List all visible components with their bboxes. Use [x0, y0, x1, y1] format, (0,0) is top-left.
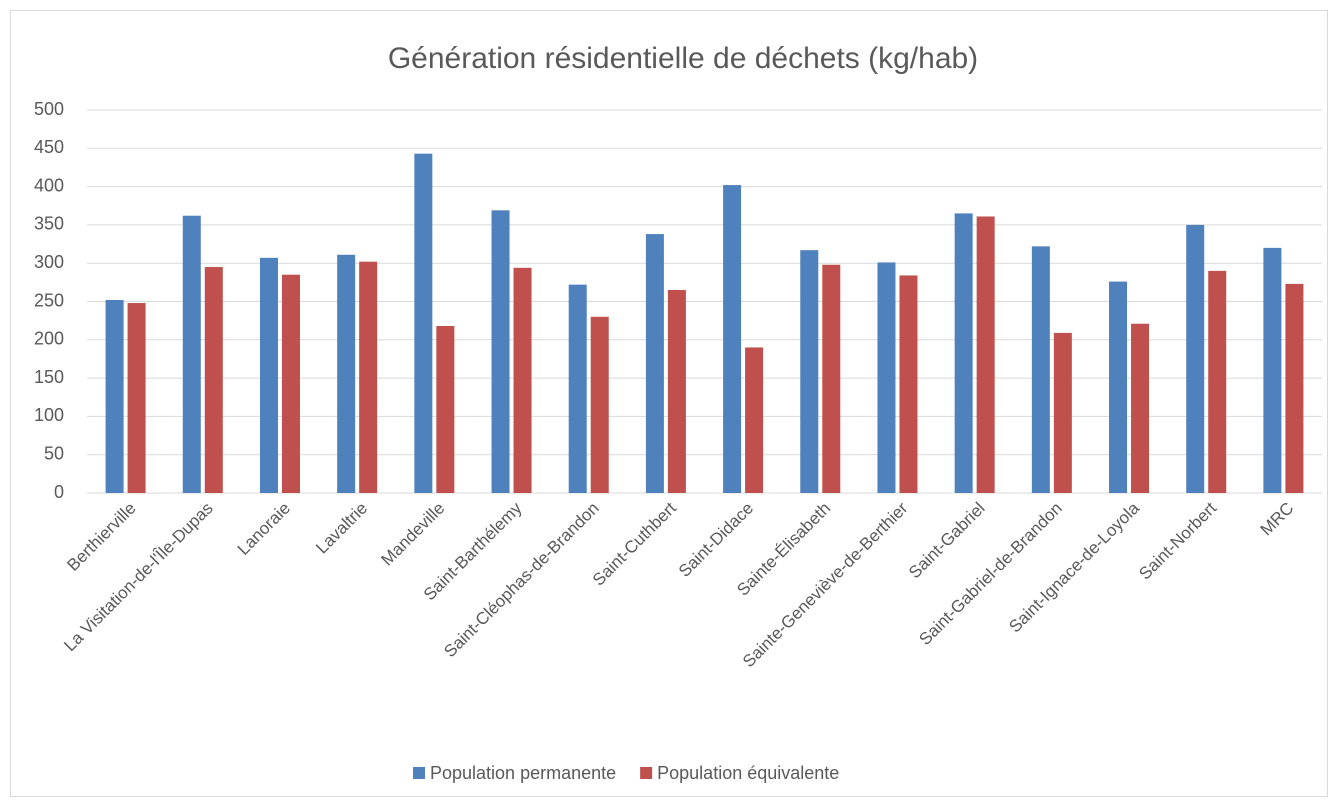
bar: [359, 261, 378, 493]
bar: [1131, 323, 1150, 493]
legend-swatch: [640, 767, 653, 779]
bar: [645, 234, 664, 494]
y-tick-label: 150: [34, 367, 64, 387]
y-tick-label: 250: [34, 290, 64, 310]
y-tick-label: 350: [34, 214, 64, 234]
bar: [800, 250, 819, 493]
bar: [1263, 247, 1282, 493]
bar: [590, 316, 609, 493]
y-tick-label: 0: [54, 482, 64, 502]
bar: [281, 274, 300, 493]
bar: [337, 254, 356, 493]
bar: [1053, 332, 1072, 493]
chart-title: Génération résidentielle de déchets (kg/…: [388, 42, 978, 75]
bar: [667, 290, 686, 493]
y-tick-label: 200: [34, 329, 64, 349]
bar: [414, 153, 433, 494]
bar: [723, 185, 742, 493]
bar: [436, 326, 455, 493]
legend-label: Population permanente: [430, 763, 616, 783]
bar: [259, 257, 278, 493]
bar: [1208, 270, 1227, 493]
bar: [182, 215, 201, 493]
bar: [1285, 283, 1304, 493]
bar: [568, 284, 587, 493]
bar: [976, 216, 995, 493]
bar: [1109, 281, 1128, 493]
y-tick-label: 50: [44, 443, 64, 463]
bar: [127, 303, 146, 493]
bar: [877, 262, 896, 493]
bar: [822, 264, 841, 493]
bar: [899, 275, 918, 493]
bar: [745, 347, 764, 493]
bar: [491, 210, 510, 493]
bar: [105, 299, 124, 493]
y-tick-label: 100: [34, 405, 64, 425]
bar: [1031, 246, 1050, 493]
y-tick-label: 400: [34, 175, 64, 195]
legend-label: Population équivalente: [657, 763, 839, 783]
bar: [513, 267, 532, 493]
y-tick-label: 300: [34, 252, 64, 272]
y-tick-label: 500: [34, 99, 64, 119]
legend-swatch: [413, 767, 425, 779]
bar: [204, 267, 223, 493]
bar: [1186, 224, 1205, 493]
bar: [954, 213, 973, 493]
y-tick-label: 450: [34, 137, 64, 157]
